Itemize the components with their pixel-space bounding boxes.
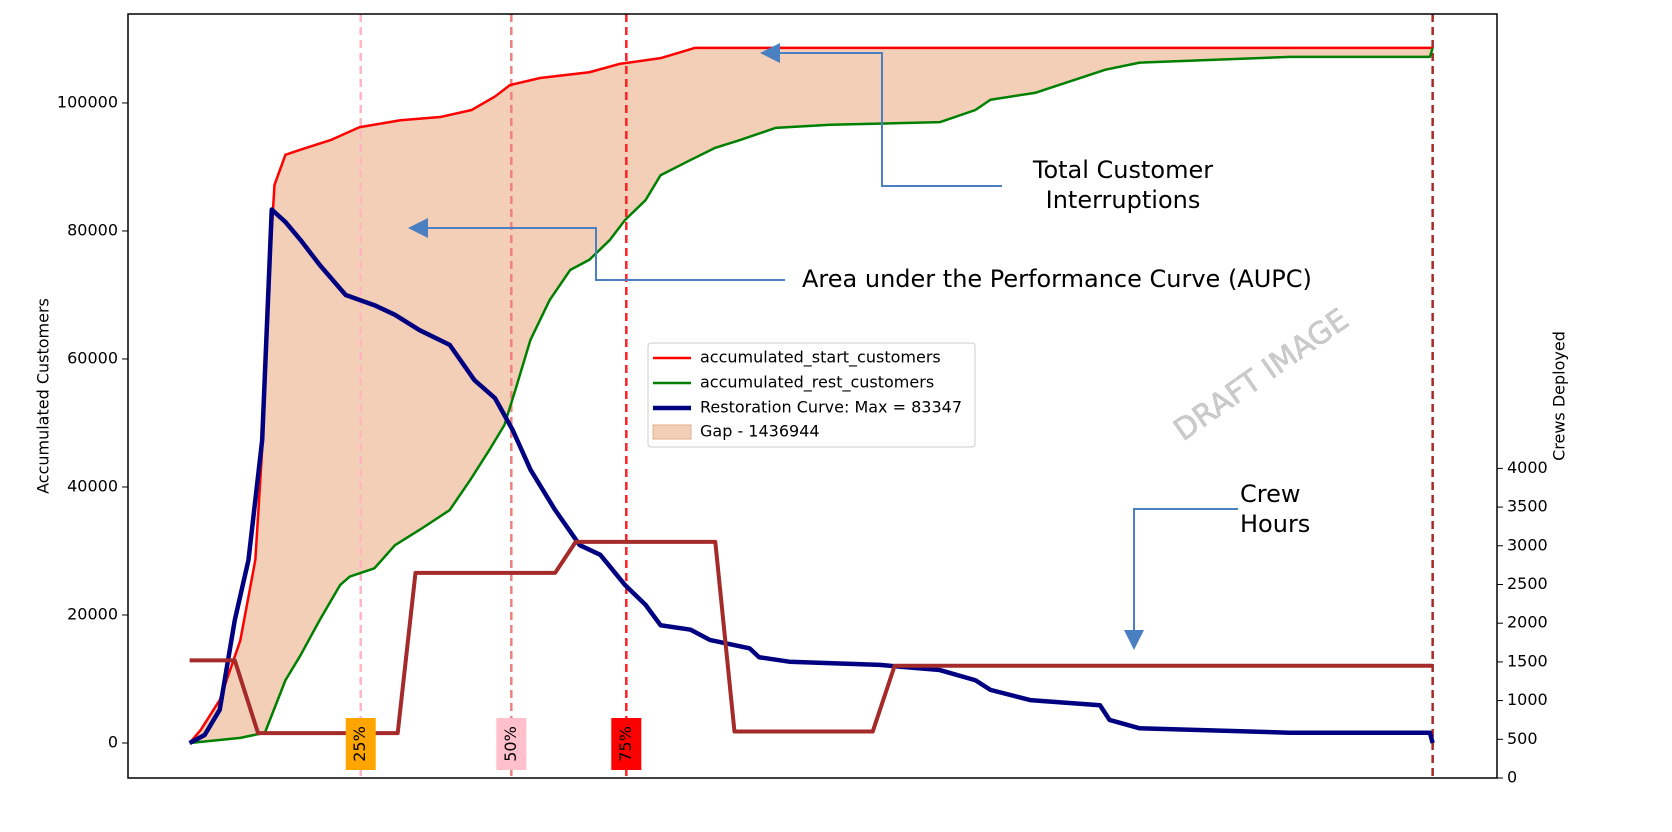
y-tick-label: 0: [108, 732, 118, 751]
series-line: [188, 207, 1435, 745]
y-tick-label: 40000: [67, 476, 118, 495]
y2-axis-label: Crews Deployed: [1550, 331, 1569, 461]
annotation: Interruptions: [1046, 186, 1201, 214]
legend-label: Restoration Curve: Max = 83347: [700, 398, 962, 417]
frame: [127, 13, 1498, 779]
y2-tick-label: 1000: [1507, 690, 1548, 709]
y2-tick-label: 2000: [1507, 613, 1548, 632]
y2-tick-label: 2500: [1507, 574, 1548, 593]
legend-box: [647, 342, 976, 448]
legend: accumulated_start_customers accumulated_r…: [647, 342, 976, 448]
y-tick-label: 100000: [57, 92, 118, 111]
arrow: [760, 43, 1002, 187]
y-axis-label: Accumulated Customers: [34, 298, 53, 494]
annotation: Crew: [1240, 480, 1301, 508]
annotation: Total Customer: [1032, 156, 1213, 184]
y-tick-label: 20000: [67, 604, 118, 623]
arrow: [408, 218, 785, 281]
arrow: [1124, 508, 1238, 650]
watermark: DRAFT IMAGE: [1168, 302, 1356, 448]
series-line: [189, 539, 1433, 736]
y2-tick-label: 1500: [1507, 651, 1548, 670]
y2-tick-label: 3000: [1507, 535, 1548, 554]
legend-swatch: [652, 424, 692, 440]
marker-box: [345, 718, 376, 770]
y2-tick-label: 4000: [1507, 458, 1548, 477]
y2-tick-label: 3500: [1507, 497, 1548, 516]
y2-tick-label: 0: [1507, 768, 1517, 787]
marker-box: [611, 718, 642, 770]
marker-label: 25%: [350, 726, 369, 762]
marker-box: [496, 718, 527, 770]
plot-area: 25% 50% 75% 0 20000 40000 60000 80000 100000 0 500…: [57, 13, 1548, 787]
annotation: Area under the Performance Curve (AUPC): [802, 265, 1312, 293]
y-tick-label: 60000: [67, 348, 118, 367]
legend-label: Gap - 1436944: [700, 422, 820, 441]
series-line: [188, 46, 1433, 744]
y2-tick-label: 500: [1507, 729, 1538, 748]
gap-area: [189, 47, 1433, 743]
marker-label: 50%: [501, 726, 520, 762]
legend-label: accumulated_rest_customers: [700, 373, 934, 393]
series-line: [189, 47, 1434, 745]
legend-label: accumulated_start_customers: [700, 348, 941, 368]
marker-label: 75%: [616, 726, 635, 762]
y-tick-label: 80000: [67, 220, 118, 239]
annotation: Hours: [1240, 510, 1310, 538]
